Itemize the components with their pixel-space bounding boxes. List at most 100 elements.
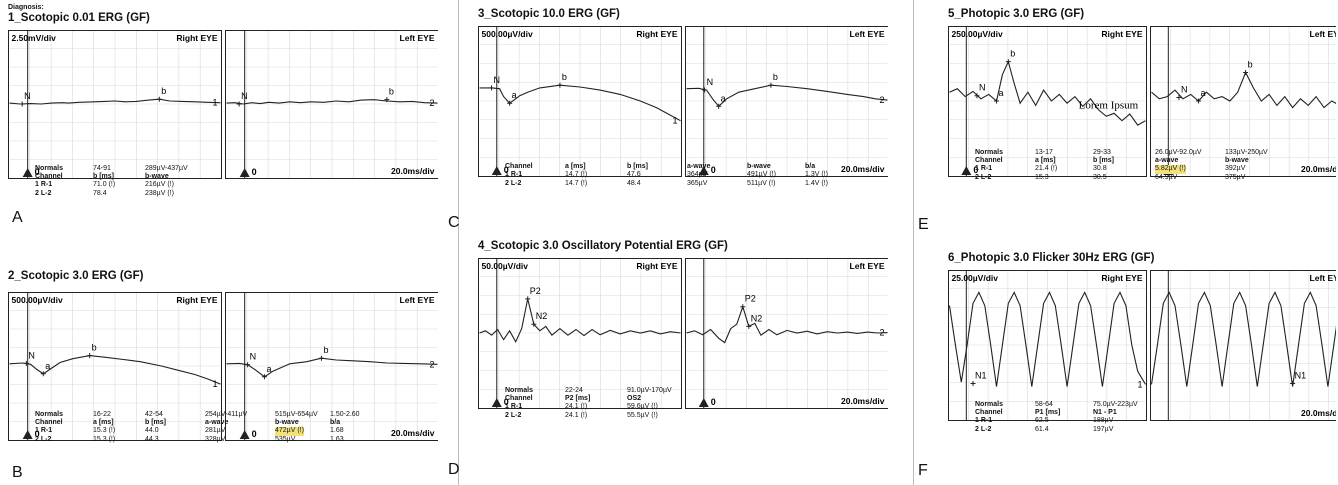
table-cell: a-wave <box>1155 157 1179 165</box>
erg-trace <box>226 99 438 105</box>
wave-marker-label: N <box>494 75 501 85</box>
wave-marker-label: N <box>241 91 248 101</box>
wave-marker-label: N <box>24 91 31 101</box>
column-divider <box>458 0 459 485</box>
stimulus-marker-icon <box>698 166 709 175</box>
table-cell: 375µV <box>1225 173 1246 181</box>
zero-label: 0 <box>252 167 257 177</box>
wave-marker-b <box>318 355 324 361</box>
wave-marker-label: a <box>999 88 1004 98</box>
table-cell: b-wave <box>145 173 169 181</box>
time-scale: 20.0ms/div <box>841 164 885 174</box>
table-cell: 59.6µV (!) <box>627 403 658 411</box>
wave-marker-label: N <box>979 83 986 93</box>
wave-marker-label: N1 <box>975 371 987 381</box>
table-cell: Normals <box>975 148 1004 156</box>
wave-marker-label: b <box>1010 49 1015 59</box>
wave-marker-p2 <box>740 304 746 310</box>
wave-marker-label: b <box>1248 60 1253 70</box>
right-eye-plot: 0 Na b Right EYE 1 500.00µV/div <box>478 26 682 177</box>
wave-marker-label: a <box>1201 88 1206 98</box>
amplitude-scale: 2.50mV/div <box>12 33 57 43</box>
right-eye-label: Right EYE <box>636 261 677 271</box>
wave-marker-b <box>1243 70 1249 76</box>
right-eye-label: Right EYE <box>176 295 217 305</box>
erg-plot: 0 Na b Right EYE 1 500.00µV/div 0 Na b Left EYE 2 2… <box>8 292 438 441</box>
table-cell: 238µV (!) <box>145 189 174 197</box>
panel-letter: D <box>448 461 460 478</box>
wave-marker-label: b <box>323 345 328 355</box>
table-cell: Normals <box>975 400 1004 408</box>
table-cell: Channel <box>975 157 1003 165</box>
panel-title: 5_Photopic 3.0 ERG (GF) <box>948 8 1085 20</box>
table-cell: 74-91 <box>93 164 111 172</box>
table-cell: 21.4 (!) <box>1035 165 1058 173</box>
right-eye-plot: 0 Na b Right EYE 1 500.00µV/div <box>8 292 222 441</box>
wave-marker-label: N2 <box>751 313 763 323</box>
amplitude-scale: 250.00µV/div <box>952 29 1003 39</box>
wave-marker-label: a <box>512 90 517 100</box>
panel-letter: C <box>448 214 460 231</box>
channel-number: 1 <box>673 116 678 126</box>
stimulus-marker-icon <box>961 166 972 175</box>
table-cell: 1 R-1 <box>975 417 993 425</box>
left-eye-plot: 0 P2 N2 Left EYE 2 20.0ms/div <box>685 258 888 409</box>
amplitude-scale: 25.00µV/div <box>952 273 999 283</box>
time-scale: 20.0ms/div <box>1301 408 1336 418</box>
channel-number: 2 <box>880 95 885 105</box>
wave-marker-label: N1 <box>1295 371 1307 381</box>
right-eye-plot: 0 N b Right EYE 1 2.50mV/div <box>8 30 222 179</box>
table-cell: 515µV-654µV <box>275 410 318 418</box>
table-cell: 1.4V (!) <box>805 179 828 187</box>
erg-trace <box>1151 71 1336 109</box>
erg-trace <box>479 298 681 344</box>
left-eye-plot: 0 Na b Left EYE 2 20.0ms/div <box>685 26 888 177</box>
wave-marker-n <box>245 362 251 368</box>
wave-marker-label: b <box>773 72 778 82</box>
stimulus-marker-icon <box>22 168 33 177</box>
wave-marker-p2 <box>525 296 531 302</box>
stimulus-marker-icon <box>22 430 33 439</box>
table-cell: 254µV-411µV <box>205 410 248 418</box>
wave-marker-label: N2 <box>536 311 548 321</box>
table-cell: 216µV (!) <box>145 181 174 189</box>
channel-number: 1 <box>1138 379 1143 389</box>
table-cell: b/a <box>805 163 816 171</box>
erg-plot: N1 Right EYE 1 25.00µV/div N1 Left EYE 20.0ms/… <box>948 270 1336 421</box>
table-cell: 1 R-1 <box>35 181 53 189</box>
table-cell: a [ms] <box>565 163 586 171</box>
amplitude-scale: 500.00µV/div <box>482 29 533 39</box>
zero-label: 0 <box>35 167 40 177</box>
erg-trace <box>948 291 1146 387</box>
table-cell: 188µV <box>1093 417 1114 425</box>
wave-marker-n <box>974 93 980 99</box>
right-eye-label: Right EYE <box>1101 29 1142 39</box>
panel-title: 4_Scotopic 3.0 Oscillatory Potential ERG… <box>478 240 728 252</box>
right-eye-plot: 0 P2 N2 Right EYE 50.00µV/div <box>478 258 682 409</box>
amplitude-scale: 500.00µV/div <box>12 295 63 305</box>
table-cell: 2 L-2 <box>505 411 522 419</box>
table-cell: a [ms] <box>1035 157 1056 165</box>
zero-label: 0 <box>504 397 509 407</box>
table-cell: 392µV <box>1225 165 1246 173</box>
wave-marker-b <box>87 353 93 359</box>
table-cell: 197µV <box>1093 425 1114 433</box>
channel-number: 1 <box>213 98 218 108</box>
table-cell: 24.1 (!) <box>565 403 588 411</box>
left-eye-label: Left EYE <box>400 295 435 305</box>
table-cell: 26.0µV-92.0µV <box>1155 148 1202 156</box>
table-cell: 472µV (!) <box>275 427 304 436</box>
table-cell: 61.4 <box>1035 425 1049 433</box>
table-cell: 47.6 <box>627 171 641 179</box>
left-eye-plot: N1 Left EYE 20.0ms/div <box>1150 270 1336 421</box>
panel-letter: E <box>918 216 929 233</box>
table-cell: 1 R-1 <box>975 165 993 173</box>
wave-marker-n2 <box>531 321 537 327</box>
time-scale: 20.0ms/div <box>841 396 885 406</box>
table-cell: b/a <box>330 419 341 427</box>
right-eye-label: Right EYE <box>636 29 677 39</box>
table-cell: 1.3V (!) <box>805 171 828 179</box>
table-cell: 2 L-2 <box>505 179 522 187</box>
wave-marker-label: a <box>266 364 271 374</box>
